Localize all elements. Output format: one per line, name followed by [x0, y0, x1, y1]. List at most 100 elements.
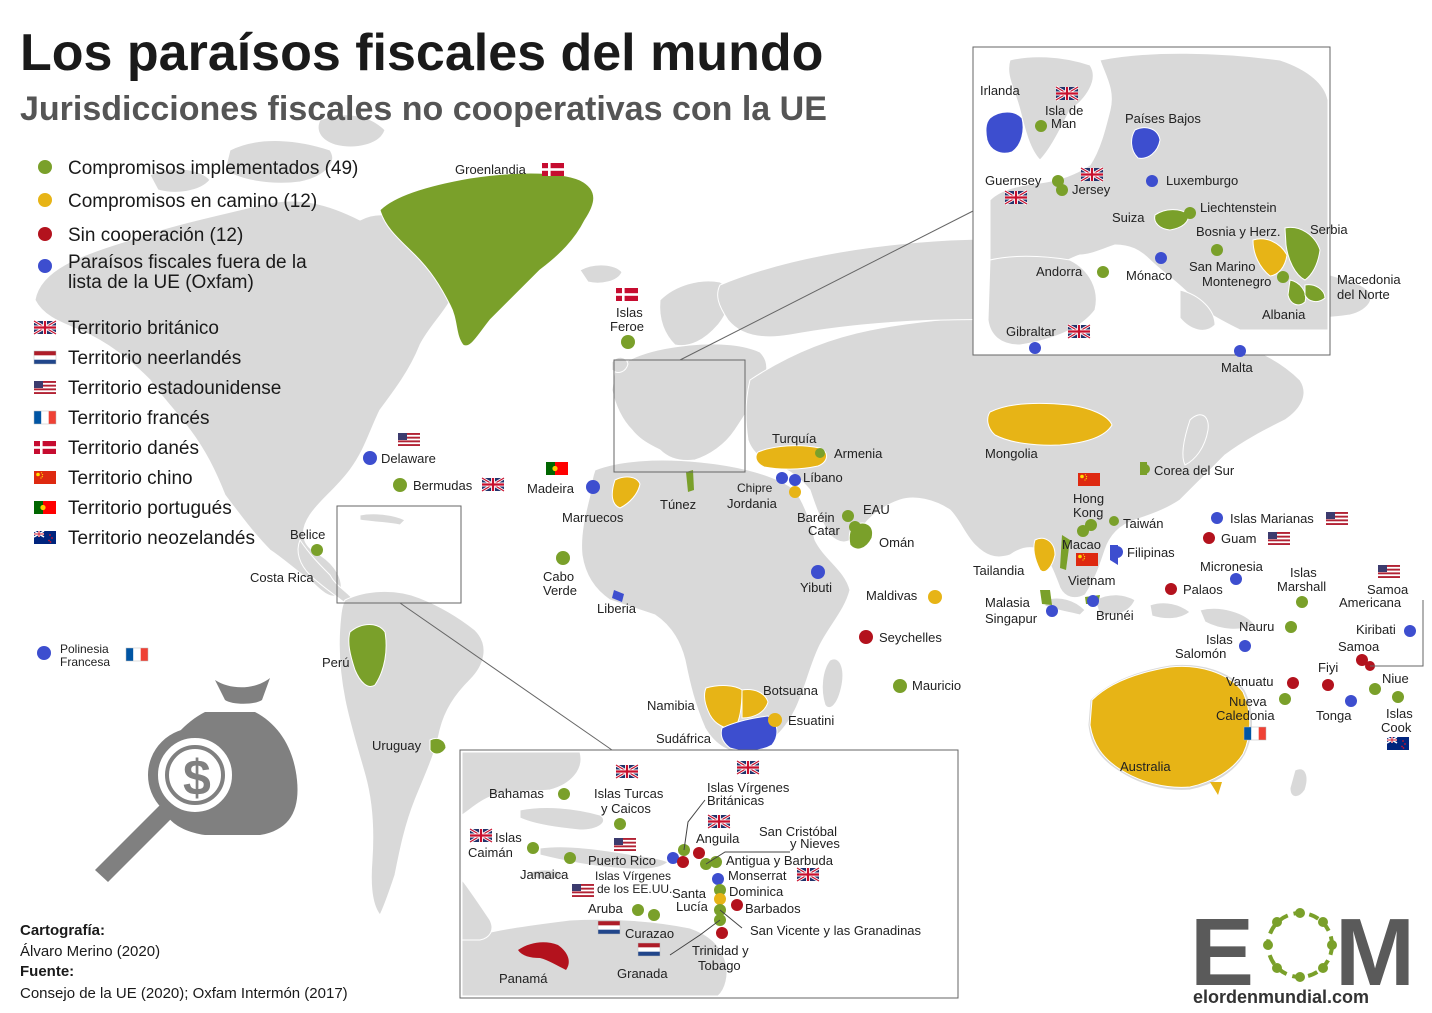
label-caiman-2: Caimán: [468, 845, 513, 860]
label-taiwan: Taiwán: [1123, 516, 1163, 531]
dot-kiribati: [1404, 625, 1416, 637]
dot-delaware: [363, 451, 377, 465]
dot-montenegro: [1277, 271, 1289, 283]
netherlands-shape: [1131, 127, 1161, 159]
label-aruba: Aruba: [588, 901, 623, 916]
label-cabo-verde: Cabo: [543, 569, 574, 584]
legend-outside-list-line2: lista de la UE (Oxfam): [68, 272, 254, 293]
label-liberia: Liberia: [597, 601, 637, 616]
dot-luxemburgo: [1146, 175, 1158, 187]
label-montenegro: Montenegro: [1202, 274, 1271, 289]
eom-logo: E M elordenmundial.com: [1190, 899, 1415, 1007]
dk-flag-icon: [542, 163, 564, 176]
label-trinidad: Trinidad y: [692, 943, 749, 958]
dot-esuatini: [768, 713, 782, 727]
label-islas-cook-2: Cook: [1381, 720, 1412, 735]
dot-guam: [1203, 532, 1215, 544]
uk-flag-icon: [1054, 85, 1080, 102]
label-islas-salomon-2: Salomón: [1175, 646, 1226, 661]
fr-flag-icon: [33, 410, 57, 425]
label-monaco: Mónaco: [1126, 268, 1172, 283]
label-catar: Catar: [808, 523, 840, 538]
dot-belice: [311, 544, 323, 556]
dot-islas-feroe: [621, 335, 635, 349]
us-flag-icon: [34, 381, 56, 394]
label-costa-rica: Costa Rica: [250, 570, 314, 585]
label-bahamas: Bahamas: [489, 786, 544, 801]
dot-armenia: [815, 448, 825, 458]
label-jersey: Jersey: [1072, 182, 1111, 197]
uk-flag-icon: [480, 476, 506, 493]
dot-mauricio: [893, 679, 907, 693]
australia-shape: [1089, 665, 1251, 788]
pt-flag-icon: [34, 501, 56, 514]
dk-flag-icon: [616, 288, 638, 301]
label-islas-salomon: Islas: [1206, 632, 1233, 647]
cn-flag-icon: [34, 471, 56, 484]
uk-flag-icon: [1003, 189, 1029, 206]
greenland: [379, 172, 595, 347]
label-jordania: Jordania: [727, 496, 778, 511]
label-san-vicente: San Vicente y las Granadinas: [750, 923, 922, 938]
label-sudafrica: Sudáfrica: [656, 731, 712, 746]
label-oman: Omán: [879, 535, 914, 550]
label-belice: Belice: [290, 527, 325, 542]
label-polinesia-2: Francesa: [60, 655, 110, 669]
cn-flag-icon: [1076, 553, 1098, 566]
legend-on-track: Compromisos en camino (12): [68, 191, 317, 212]
label-tonga: Tonga: [1316, 708, 1352, 723]
credits-cartografia-value: Álvaro Merino (2020): [20, 943, 160, 960]
label-polinesia: Polinesia: [60, 642, 109, 656]
legend-no-coop: Sin cooperación (12): [68, 225, 243, 246]
europe-inset: Irlanda Isla de Man Países Bajos Guernse…: [972, 46, 1401, 357]
label-albania: Albania: [1262, 307, 1306, 322]
label-panama: Panamá: [499, 971, 548, 986]
label-corea: Corea del Sur: [1154, 463, 1235, 478]
label-chipre: Chipre: [737, 481, 773, 495]
peru-shape: [348, 624, 387, 687]
dot-corea: [1140, 464, 1150, 474]
label-santa-lucia: Santa: [672, 886, 707, 901]
label-guam: Guam: [1221, 531, 1256, 546]
label-islas-feroe: Islas: [616, 305, 643, 320]
label-turcas: Islas Turcas: [594, 786, 664, 801]
label-macedonia: Macedonia: [1337, 272, 1401, 287]
label-bermudas: Bermudas: [413, 478, 473, 493]
dot-caiman: [527, 842, 539, 854]
label-san-cristobal: San Cristóbal: [759, 824, 837, 839]
legend-territory-fr: Territorio francés: [68, 408, 210, 429]
dot-seychelles: [859, 630, 873, 644]
label-fiyi: Fiyi: [1318, 660, 1338, 675]
legend-dot-implemented: [38, 160, 52, 174]
label-tailandia: Tailandia: [973, 563, 1025, 578]
label-turcas-2: y Caicos: [601, 801, 651, 816]
label-isla-de-man-2: Man: [1051, 116, 1076, 131]
dot-nueva-caledonia: [1279, 693, 1291, 705]
main-labels: Groenlandia Islas Feroe Delaware Bermuda…: [37, 162, 1424, 774]
dot-samoa: [1356, 654, 1368, 666]
dot-islas-salomon: [1239, 640, 1251, 652]
dot-maldivas: [928, 590, 942, 604]
label-anguila: Anguila: [696, 831, 740, 846]
label-tunez: Túnez: [660, 497, 696, 512]
us-flag-icon: [572, 884, 594, 897]
dot-isla-de-man: [1035, 120, 1047, 132]
label-delaware: Delaware: [381, 451, 436, 466]
label-caiman: Islas: [495, 830, 522, 845]
dot-trinidad: [716, 927, 728, 939]
mongolia-shape: [987, 402, 1113, 446]
label-vietnam: Vietnam: [1068, 573, 1115, 588]
label-esuatini: Esuatini: [788, 713, 834, 728]
label-turquia: Turquía: [772, 431, 817, 446]
legend-dot-no-coop: [38, 227, 52, 241]
dollar-sign-icon: $: [183, 750, 211, 806]
legend-dot-on-track: [38, 193, 52, 207]
label-libano: Líbano: [803, 470, 843, 485]
ireland-shape: [985, 111, 1024, 154]
dot-cabo-verde: [556, 551, 570, 565]
logo-letter-e: E: [1190, 899, 1254, 1006]
uk-flag-icon: [795, 866, 821, 883]
label-palaos: Palaos: [1183, 582, 1223, 597]
label-islas-feroe-2: Feroe: [610, 319, 644, 334]
label-niue: Niue: [1382, 671, 1409, 686]
